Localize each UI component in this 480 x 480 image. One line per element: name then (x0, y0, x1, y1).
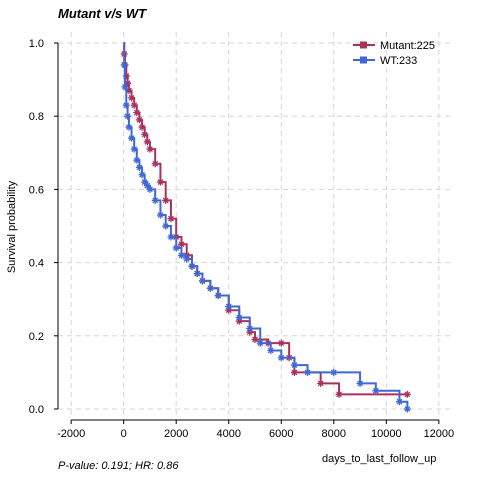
censor-marker (156, 211, 164, 219)
censor-marker (143, 138, 151, 146)
censor-marker (290, 368, 298, 376)
censor-marker (246, 324, 254, 332)
legend-label: Mutant:225 (380, 40, 435, 52)
x-axis-label: days_to_last_follow_up (322, 453, 437, 465)
censor-marker (206, 284, 214, 292)
censor-marker (304, 368, 312, 376)
censor-marker (124, 112, 132, 120)
censor-marker (143, 182, 151, 190)
censor-marker (372, 387, 380, 395)
censor-marker (146, 185, 154, 193)
censor-marker (335, 390, 343, 398)
censor-marker (141, 178, 149, 186)
censor-marker (162, 196, 170, 204)
x-tick-label: 2000 (164, 428, 188, 440)
censor-marker (395, 398, 403, 406)
censor-marker (162, 222, 170, 230)
censor-marker (125, 123, 133, 131)
censor-marker (121, 83, 129, 91)
censor-marker (130, 101, 138, 109)
censor-marker (172, 244, 180, 252)
x-tick-label: 10000 (371, 428, 402, 440)
censor-marker (188, 262, 196, 270)
censor-marker (214, 292, 222, 300)
censor-marker (256, 339, 264, 347)
censor-marker (251, 335, 259, 343)
censor-marker (156, 178, 164, 186)
censor-marker (317, 379, 325, 387)
legend-marker (360, 56, 367, 64)
censor-marker (141, 130, 149, 138)
y-tick-label: 0.6 (29, 184, 44, 196)
censor-marker (138, 123, 146, 131)
censor-marker (177, 240, 185, 248)
censor-marker (122, 101, 130, 109)
censor-marker (135, 116, 143, 124)
censor-marker (177, 251, 185, 259)
censor-marker (330, 368, 338, 376)
legend-marker (360, 41, 367, 49)
x-tick-label: 12000 (424, 428, 455, 440)
censor-marker (130, 145, 138, 153)
censor-marker (122, 72, 130, 80)
censor-marker (403, 390, 411, 398)
y-tick-label: 0.0 (29, 404, 44, 416)
censor-marker (133, 156, 141, 164)
censor-marker (290, 361, 298, 369)
legend-label: WT:233 (380, 55, 417, 67)
censor-marker (151, 196, 159, 204)
p-value-note: P-value: 0.191; HR: 0.86 (58, 460, 179, 472)
x-tick-label: 8000 (322, 428, 346, 440)
censor-marker (151, 160, 159, 168)
y-tick-label: 0.8 (29, 111, 44, 123)
censor-marker (235, 314, 243, 322)
y-tick-label: 0.4 (29, 258, 44, 270)
censor-marker (198, 277, 206, 285)
x-tick-label: -2000 (57, 428, 85, 440)
censor-marker (146, 145, 154, 153)
y-tick-label: 1.0 (29, 38, 44, 50)
censor-marker (267, 346, 275, 354)
chart-title: Mutant v/s WT (58, 6, 147, 21)
censor-marker (193, 270, 201, 278)
censor-marker (403, 405, 411, 413)
censor-marker (138, 171, 146, 179)
censor-marker (167, 215, 175, 223)
censor-marker (183, 255, 191, 263)
censor-marker (133, 109, 141, 117)
y-tick-label: 0.2 (29, 331, 44, 343)
censor-marker (167, 233, 175, 241)
censor-marker (135, 163, 143, 171)
censor-marker (277, 339, 285, 347)
censor-marker (128, 94, 136, 102)
x-tick-label: 0 (121, 428, 127, 440)
x-tick-label: 6000 (269, 428, 293, 440)
censor-marker (277, 354, 285, 362)
x-tick-label: 4000 (216, 428, 240, 440)
censor-marker (225, 303, 233, 311)
censor-marker (356, 379, 364, 387)
censor-marker (128, 134, 136, 142)
censor-marker (120, 61, 128, 69)
